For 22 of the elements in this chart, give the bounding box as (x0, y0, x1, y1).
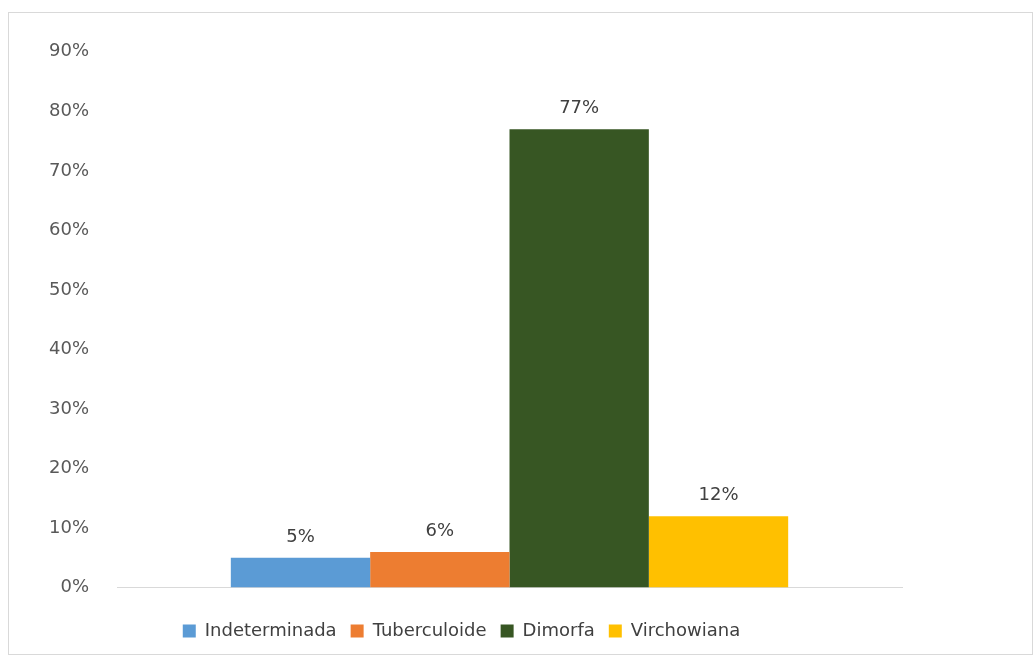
y-tick-label: 80% (48, 99, 90, 121)
y-tick-label: 40% (48, 337, 90, 359)
legend-label: Indeterminada (204, 618, 337, 640)
y-tick-label: 10% (48, 515, 90, 537)
bar (648, 516, 789, 588)
y-tick-label: 30% (48, 396, 90, 418)
legend-label: Tuberculoide (371, 618, 487, 640)
bar (370, 551, 510, 588)
y-tick-label: 70% (48, 158, 90, 180)
data-label: 5% (286, 524, 315, 546)
bar (230, 557, 371, 588)
y-tick-label: 20% (48, 456, 90, 478)
legend-label: Virchowiana (630, 618, 741, 640)
y-tick-label: 90% (48, 39, 90, 61)
y-tick-label: 50% (48, 277, 90, 299)
legend-label: Dimorfa (522, 618, 595, 640)
data-label: 77% (559, 95, 600, 117)
y-tick-label: 60% (48, 218, 90, 240)
data-label: 6% (425, 518, 455, 540)
y-tick-label: 0% (60, 575, 90, 597)
data-label: 12% (698, 482, 739, 504)
bar (509, 129, 649, 588)
